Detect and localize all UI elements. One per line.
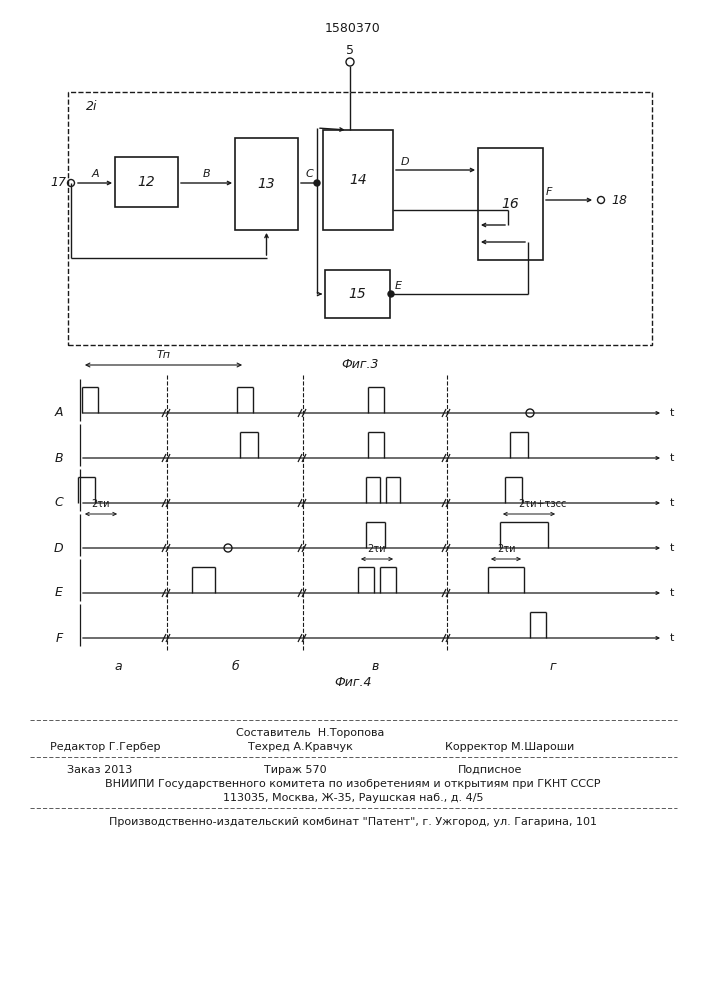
Text: 14: 14 bbox=[349, 173, 367, 187]
Text: г: г bbox=[549, 660, 556, 672]
Text: t: t bbox=[670, 453, 674, 463]
Text: 1580370: 1580370 bbox=[325, 21, 381, 34]
Text: t: t bbox=[670, 498, 674, 508]
Text: Корректор М.Шароши: Корректор М.Шароши bbox=[445, 742, 575, 752]
Text: 18: 18 bbox=[611, 194, 627, 207]
Text: t: t bbox=[670, 633, 674, 643]
Text: E: E bbox=[395, 281, 402, 291]
Bar bbox=[478, 148, 543, 260]
Text: F: F bbox=[546, 187, 552, 197]
Circle shape bbox=[388, 291, 394, 297]
Text: Заказ 2013: Заказ 2013 bbox=[67, 765, 133, 775]
Text: t: t bbox=[670, 588, 674, 598]
Text: 2τи: 2τи bbox=[92, 499, 110, 509]
Text: 2τи: 2τи bbox=[368, 544, 386, 554]
Text: Техред А.Кравчук: Техред А.Кравчук bbox=[247, 742, 352, 752]
Text: б: б bbox=[231, 660, 239, 672]
Text: Фиг.3: Фиг.3 bbox=[341, 359, 379, 371]
Text: 17: 17 bbox=[50, 176, 66, 190]
Text: Подписное: Подписное bbox=[458, 765, 522, 775]
Text: C: C bbox=[54, 496, 63, 510]
Text: t: t bbox=[670, 408, 674, 418]
Text: Фиг.4: Фиг.4 bbox=[334, 676, 372, 690]
Text: 15: 15 bbox=[349, 287, 366, 301]
Text: A: A bbox=[92, 169, 100, 179]
Text: F: F bbox=[56, 632, 63, 645]
Circle shape bbox=[314, 180, 320, 186]
Text: Редактор Г.Гербер: Редактор Г.Гербер bbox=[49, 742, 160, 752]
Text: 13: 13 bbox=[257, 177, 275, 191]
Text: C: C bbox=[306, 169, 314, 179]
Text: 2τи: 2τи bbox=[497, 544, 515, 554]
Text: B: B bbox=[203, 169, 210, 179]
Text: D: D bbox=[401, 157, 409, 167]
Text: Тираж 570: Тираж 570 bbox=[264, 765, 327, 775]
Text: Производственно-издательский комбинат "Патент", г. Ужгород, ул. Гагарина, 101: Производственно-издательский комбинат "П… bbox=[109, 817, 597, 827]
Bar bbox=[323, 130, 393, 230]
Bar bbox=[115, 157, 178, 207]
Bar bbox=[68, 92, 652, 345]
Text: ВНИИПИ Государственного комитета по изобретениям и открытиям при ГКНТ СССР: ВНИИПИ Государственного комитета по изоб… bbox=[105, 779, 601, 789]
Bar bbox=[235, 138, 298, 230]
Text: t: t bbox=[670, 543, 674, 553]
Text: 5: 5 bbox=[346, 43, 354, 56]
Text: B: B bbox=[54, 452, 63, 464]
Text: 113035, Москва, Ж-35, Раушская наб., д. 4/5: 113035, Москва, Ж-35, Раушская наб., д. … bbox=[223, 793, 484, 803]
Text: 12: 12 bbox=[138, 175, 156, 189]
Text: 16: 16 bbox=[502, 197, 520, 211]
Text: E: E bbox=[55, 586, 63, 599]
Text: Составитель  Н.Торопова: Составитель Н.Торопова bbox=[236, 728, 384, 738]
Text: 2τи+τзсс: 2τи+τзсс bbox=[518, 499, 566, 509]
Text: 2i: 2i bbox=[86, 100, 98, 112]
Text: в: в bbox=[371, 660, 379, 672]
Text: Tп: Tп bbox=[156, 350, 170, 360]
Text: а: а bbox=[115, 660, 122, 672]
Text: A: A bbox=[54, 406, 63, 420]
Bar bbox=[325, 270, 390, 318]
Text: D: D bbox=[53, 542, 63, 554]
